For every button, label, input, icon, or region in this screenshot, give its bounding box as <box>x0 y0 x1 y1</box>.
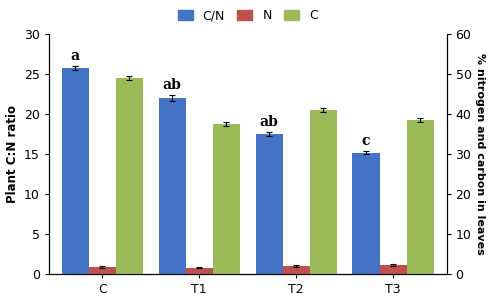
Bar <box>61 68 89 275</box>
Text: a: a <box>71 49 80 63</box>
Bar <box>255 134 283 275</box>
Bar <box>159 98 186 275</box>
Bar <box>213 124 240 275</box>
Bar <box>407 120 434 275</box>
Text: ab: ab <box>260 115 278 129</box>
Legend: C/N, N, C: C/N, N, C <box>172 5 323 27</box>
Bar <box>116 78 143 275</box>
Text: c: c <box>362 134 370 148</box>
Bar <box>283 266 310 275</box>
Bar <box>89 267 116 275</box>
Bar <box>380 265 407 275</box>
Bar <box>310 110 337 275</box>
Text: ab: ab <box>163 78 182 92</box>
Y-axis label: Plant C:N ratio: Plant C:N ratio <box>5 105 19 203</box>
Y-axis label: % nitrogen and carbon in leaves: % nitrogen and carbon in leaves <box>475 53 486 255</box>
Bar <box>186 268 213 275</box>
Bar <box>353 153 380 275</box>
